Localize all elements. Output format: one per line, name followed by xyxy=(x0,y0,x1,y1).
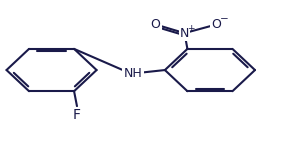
Text: −: − xyxy=(220,14,229,24)
Text: O: O xyxy=(211,18,221,31)
Text: F: F xyxy=(73,108,81,122)
Text: O: O xyxy=(150,18,160,31)
Text: NH: NH xyxy=(124,67,142,80)
Text: +: + xyxy=(187,24,195,33)
Text: N: N xyxy=(180,27,189,40)
